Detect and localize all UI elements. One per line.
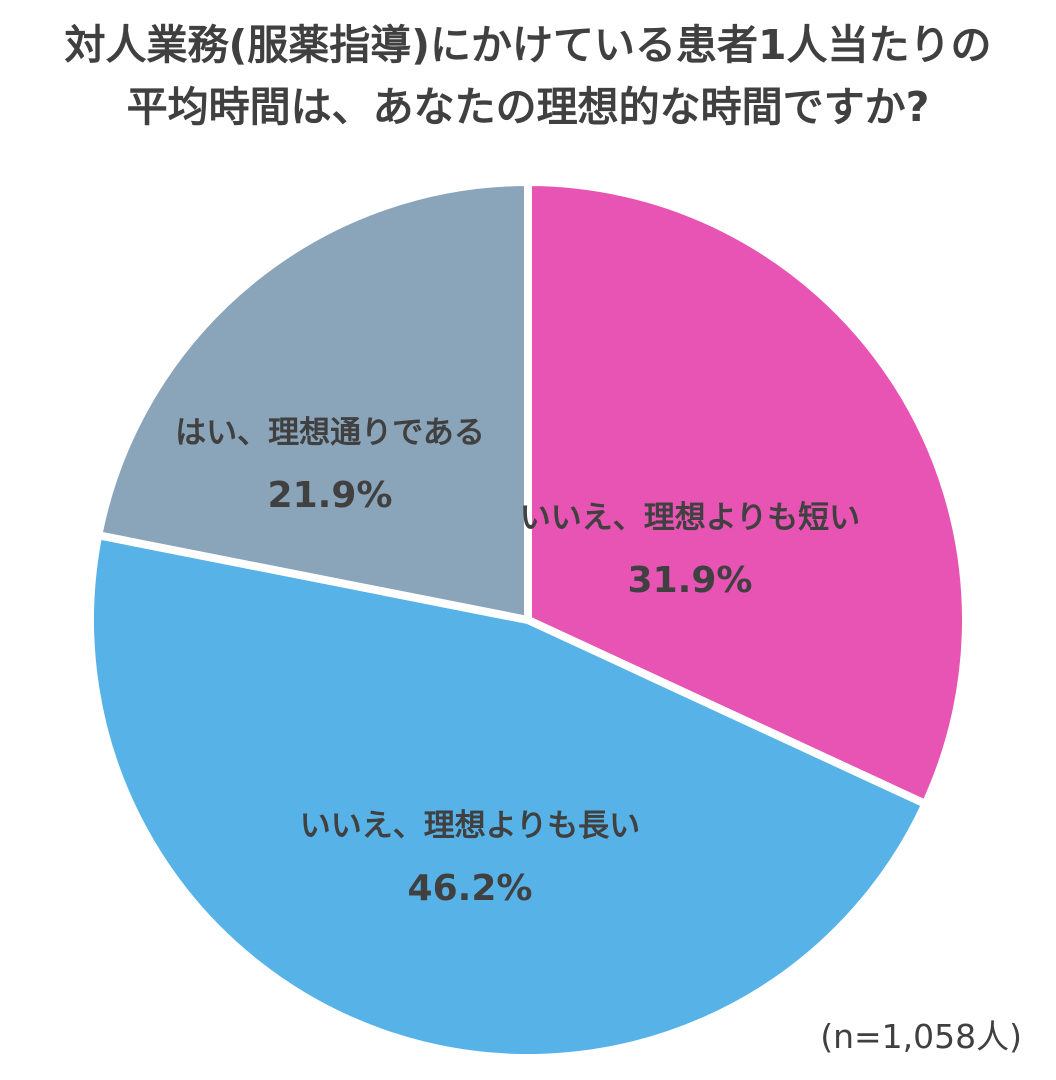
- pie-slice-2: [86, 531, 930, 1062]
- pie-slice-3: [94, 178, 532, 624]
- slice-label-2: いいえ、理想よりも長い: [300, 808, 640, 844]
- chart-title-line-2: 平均時間は、あなたの理想的な時間ですか?: [126, 83, 930, 131]
- slice-label-1: いいえ、理想よりも短い: [520, 500, 860, 536]
- chart-title: 対人業務(服薬指導)にかけている患者1人当たりの 平均時間は、あなたの理想的な時…: [0, 14, 1056, 138]
- slice-value-label-3: 21.9%: [268, 475, 393, 516]
- pie-labels: いいえ、理想よりも短い 31.9% いいえ、理想よりも長い 46.2% はい、理想通りで…: [175, 415, 860, 909]
- sample-size-note: (n=1,058人): [820, 1017, 1022, 1056]
- pie-slices: [86, 178, 970, 1062]
- slice-value-label-1: 31.9%: [628, 560, 753, 601]
- chart-title-line-1: 対人業務(服薬指導)にかけている患者1人当たりの: [64, 21, 992, 69]
- slice-label-3: はい、理想通りである: [175, 415, 485, 451]
- slice-value-label-2: 46.2%: [408, 868, 533, 909]
- pie-slice-1: [524, 178, 970, 808]
